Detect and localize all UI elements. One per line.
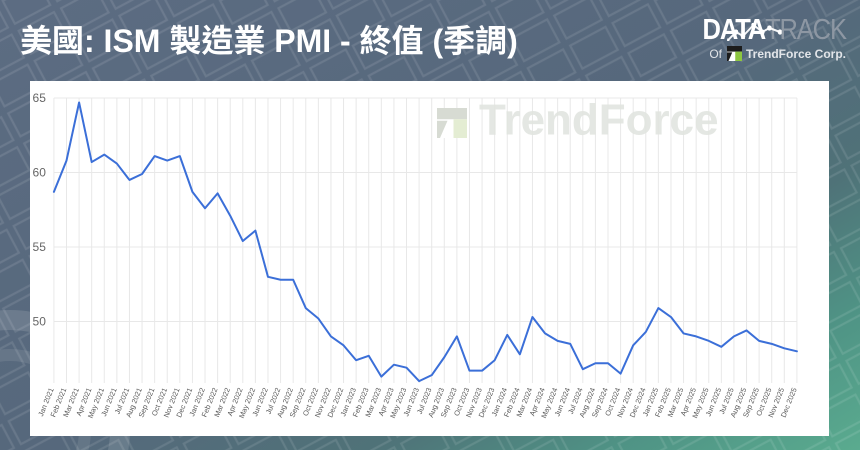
svg-text:TrendForce: TrendForce [479,96,719,145]
svg-text:50: 50 [33,315,47,329]
svg-text:65: 65 [33,91,47,105]
svg-text:60: 60 [33,166,47,180]
svg-text:55: 55 [33,240,47,254]
